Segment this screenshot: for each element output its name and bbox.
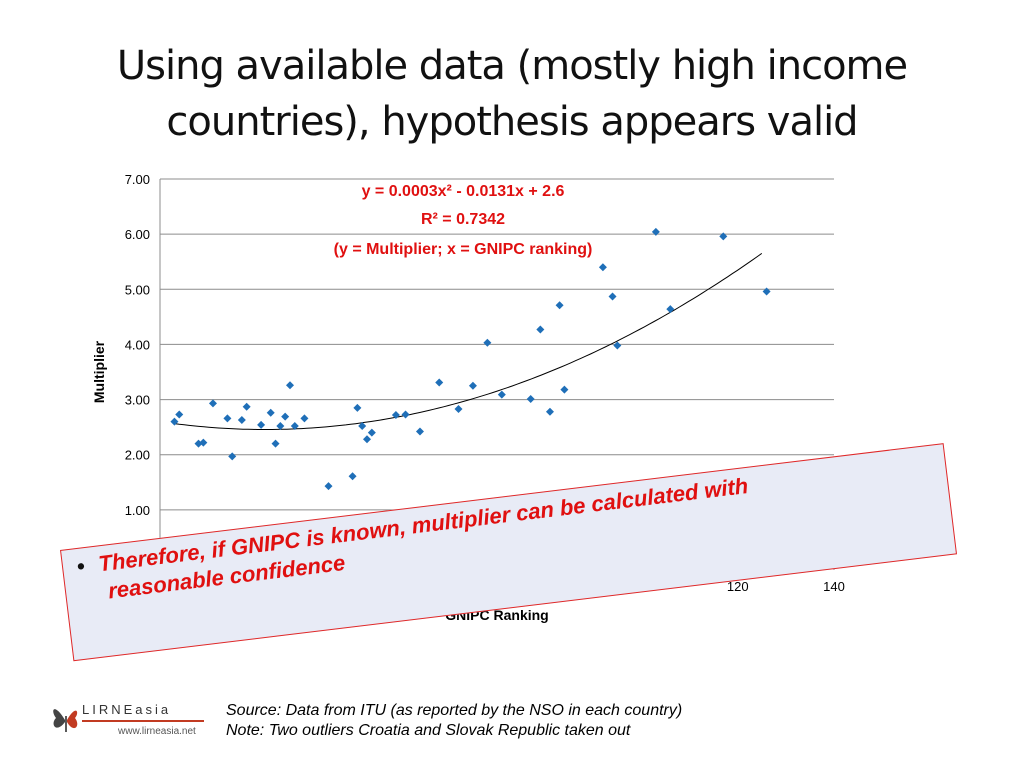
data-point [223, 414, 232, 423]
data-point [353, 403, 362, 412]
logo-divider [82, 720, 204, 722]
data-point [358, 422, 367, 431]
r-squared-label: R² = 0.7342 [421, 211, 505, 228]
data-point [290, 422, 299, 431]
data-point [281, 412, 290, 421]
logo-url: www.lirneasia.net [118, 726, 196, 737]
data-point [545, 407, 554, 416]
data-point [257, 420, 266, 429]
data-point [435, 378, 444, 387]
y-tick-label: 5.00 [125, 282, 150, 297]
y-tick-label: 6.00 [125, 227, 150, 242]
data-point [613, 341, 622, 350]
data-point [651, 227, 660, 236]
data-point [324, 482, 333, 491]
y-tick-label: 1.00 [125, 503, 150, 518]
data-point [175, 410, 184, 419]
data-point [276, 422, 285, 431]
note-line: Note: Two outliers Croatia and Slovak Re… [226, 722, 631, 739]
data-point [237, 415, 246, 424]
gridlines [160, 178, 834, 511]
data-point [170, 417, 179, 426]
data-point [271, 439, 280, 448]
logo-wordmark: LIRNEasia [82, 702, 172, 717]
data-point [415, 427, 424, 436]
slide-title: Using available data (mostly high income… [40, 38, 984, 150]
x-tick-label: 140 [823, 579, 845, 594]
data-point [762, 287, 771, 296]
data-point [483, 338, 492, 347]
trendline [174, 252, 763, 430]
data-point [363, 435, 372, 444]
title-line-1: Using available data (mostly high income [116, 43, 908, 89]
data-point [526, 395, 535, 404]
data-point [719, 232, 728, 241]
trendline-equation: y = 0.0003x² - 0.0131x + 2.6 [362, 183, 565, 200]
data-point [208, 399, 217, 408]
data-point [598, 263, 607, 272]
data-point [401, 410, 410, 419]
data-point [391, 411, 400, 420]
data-point [555, 301, 564, 310]
data-point [536, 325, 545, 334]
data-point [285, 381, 294, 390]
y-tick-labels: 0.001.002.003.004.005.006.007.00 [125, 172, 150, 573]
x-tick-label: 120 [727, 579, 749, 594]
y-tick-label: 4.00 [125, 337, 150, 352]
data-point [266, 408, 275, 417]
y-tick-label: 2.00 [125, 448, 150, 463]
data-point [608, 292, 617, 301]
data-point [497, 390, 506, 399]
data-point [367, 428, 376, 437]
data-points [170, 227, 771, 491]
y-tick-label: 3.00 [125, 393, 150, 408]
source-line: Source: Data from ITU (as reported by th… [226, 702, 683, 719]
data-point [228, 452, 237, 461]
data-point [242, 402, 251, 411]
y-axis-title: Multiplier [91, 340, 107, 403]
title-line-2: countries), hypothesis appears valid [166, 99, 858, 145]
data-point [666, 305, 675, 314]
data-point [348, 472, 357, 481]
lirneasia-logo: LIRNEasia www.lirneasia.net [48, 698, 208, 746]
data-point [454, 404, 463, 413]
data-point [560, 385, 569, 394]
data-point [468, 381, 477, 390]
bullet-icon: • [75, 553, 87, 579]
y-tick-label: 7.00 [125, 172, 150, 187]
butterfly-icon [53, 709, 78, 732]
equation-note: (y = Multiplier; x = GNIPC ranking) [334, 241, 593, 258]
data-point [300, 414, 309, 423]
data-point [199, 438, 208, 447]
source-note: Source: Data from ITU (as reported by th… [226, 701, 682, 741]
